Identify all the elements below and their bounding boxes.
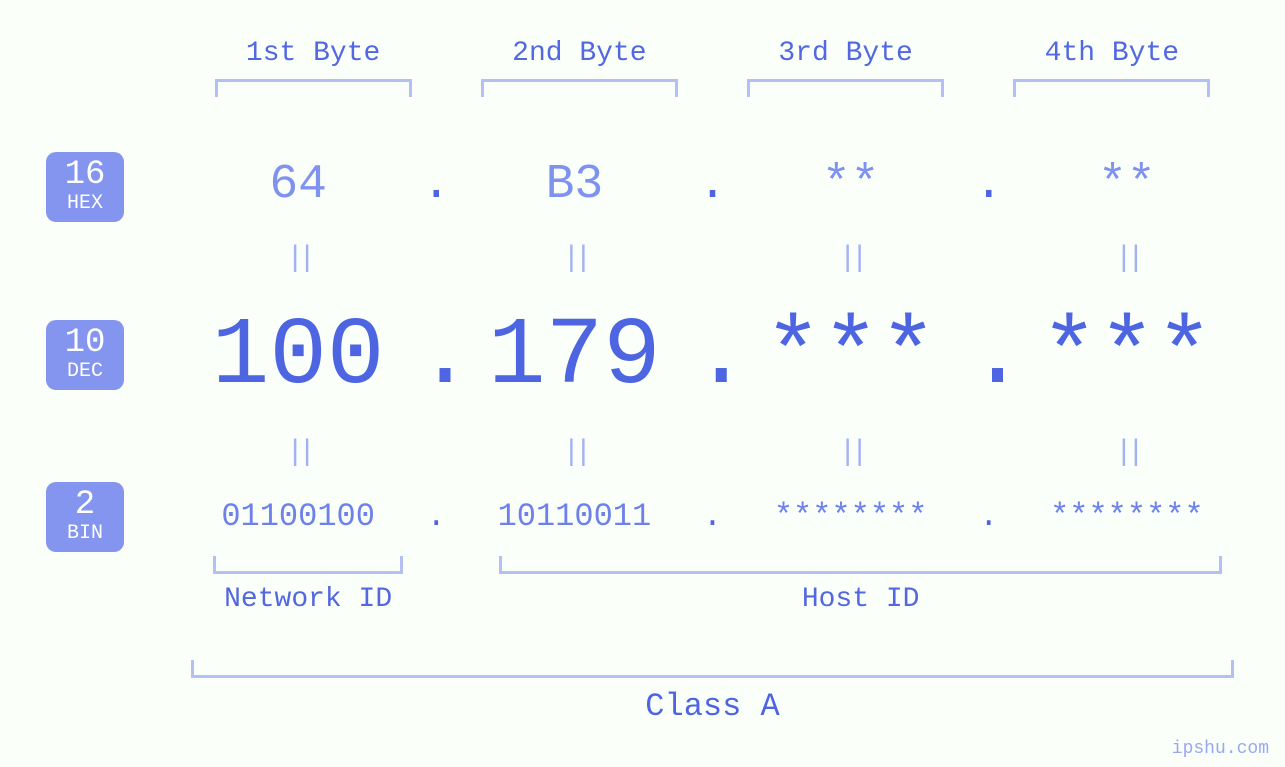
bin-byte-4: ******** <box>1009 498 1245 535</box>
dec-row: 100 . 179 . *** . *** <box>180 302 1245 411</box>
equals-icon: || <box>733 242 969 276</box>
bin-byte-2: 10110011 <box>456 498 692 535</box>
byte-label: 2nd Byte <box>446 38 712 69</box>
dec-byte-2: 179 <box>456 302 692 411</box>
bin-byte-3: ******** <box>733 498 969 535</box>
byte-header-2: 2nd Byte <box>446 38 712 97</box>
dot-separator: . <box>416 158 456 212</box>
byte-label: 1st Byte <box>180 38 446 69</box>
badge-hex: 16 HEX <box>46 152 124 222</box>
dot-separator: . <box>693 302 733 411</box>
byte-bracket <box>481 79 678 97</box>
dec-byte-3: *** <box>733 302 969 411</box>
dot-separator: . <box>969 498 1009 535</box>
watermark: ipshu.com <box>1172 739 1269 759</box>
badge-label: BIN <box>46 524 124 544</box>
equals-row-1: || || || || <box>180 242 1245 276</box>
bin-byte-1: 01100100 <box>180 498 416 535</box>
hex-byte-2: B3 <box>456 158 692 212</box>
dot-separator: . <box>416 498 456 535</box>
host-id-bracket: Host ID <box>476 556 1245 615</box>
hex-row: 64 . B3 . ** . ** <box>180 158 1245 212</box>
network-id-bracket: Network ID <box>180 556 436 615</box>
bin-row: 01100100 . 10110011 . ******** . *******… <box>180 498 1245 535</box>
equals-icon: || <box>456 242 692 276</box>
class-bracket: Class A <box>180 660 1245 725</box>
badge-num: 2 <box>46 488 124 522</box>
byte-bracket <box>1013 79 1210 97</box>
equals-icon: || <box>733 436 969 470</box>
byte-header-1: 1st Byte <box>180 38 446 97</box>
bracket-bottom <box>213 556 403 574</box>
network-id-label: Network ID <box>180 584 436 615</box>
byte-label: 3rd Byte <box>713 38 979 69</box>
badge-label: HEX <box>46 194 124 214</box>
hex-byte-1: 64 <box>180 158 416 212</box>
equals-icon: || <box>180 242 416 276</box>
host-id-label: Host ID <box>476 584 1245 615</box>
byte-headers: 1st Byte 2nd Byte 3rd Byte 4th Byte <box>180 38 1245 97</box>
dot-separator: . <box>416 302 456 411</box>
byte-bracket <box>215 79 412 97</box>
badge-label: DEC <box>46 362 124 382</box>
byte-header-3: 3rd Byte <box>713 38 979 97</box>
dot-separator: . <box>969 158 1009 212</box>
bracket-bottom <box>499 556 1222 574</box>
equals-icon: || <box>1009 242 1245 276</box>
dec-byte-1: 100 <box>180 302 416 411</box>
badge-num: 16 <box>46 158 124 192</box>
dot-separator: . <box>969 302 1009 411</box>
badge-bin: 2 BIN <box>46 482 124 552</box>
dot-separator: . <box>693 498 733 535</box>
equals-row-2: || || || || <box>180 436 1245 470</box>
equals-icon: || <box>1009 436 1245 470</box>
bracket-bottom <box>191 660 1235 678</box>
byte-label: 4th Byte <box>979 38 1245 69</box>
badge-num: 10 <box>46 326 124 360</box>
byte-bracket <box>747 79 944 97</box>
dec-byte-4: *** <box>1009 302 1245 411</box>
equals-icon: || <box>456 436 692 470</box>
equals-icon: || <box>180 436 416 470</box>
dot-separator: . <box>693 158 733 212</box>
hex-byte-3: ** <box>733 158 969 212</box>
hex-byte-4: ** <box>1009 158 1245 212</box>
id-brackets: Network ID Host ID <box>180 556 1245 615</box>
class-label: Class A <box>180 688 1245 725</box>
byte-header-4: 4th Byte <box>979 38 1245 97</box>
badge-dec: 10 DEC <box>46 320 124 390</box>
